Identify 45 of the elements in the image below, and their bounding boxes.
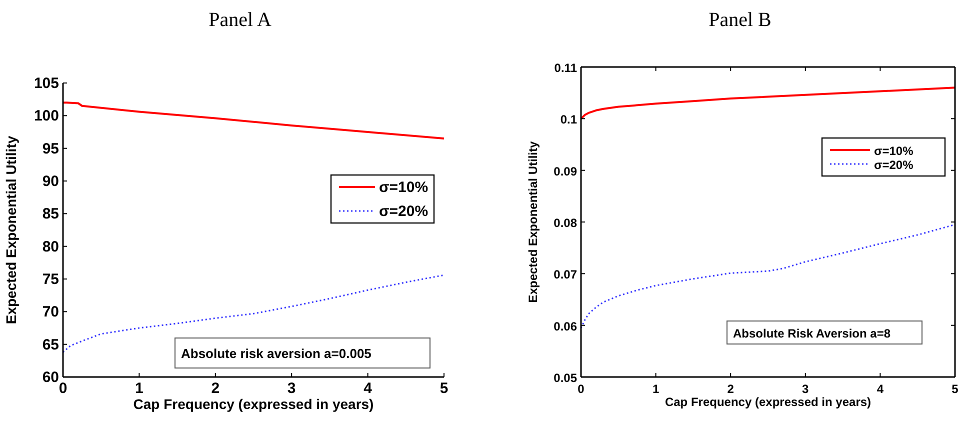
y-tick-label: 0.08 bbox=[554, 216, 578, 230]
y-tick-label: 75 bbox=[42, 271, 59, 288]
x-tick-label: 0 bbox=[58, 380, 68, 397]
y-tick-label: 65 bbox=[42, 336, 59, 354]
chart-title: Panel A bbox=[208, 9, 272, 31]
y-axis-title: Expected Exponential Utility bbox=[526, 140, 540, 303]
y-tick-label: 0.09 bbox=[554, 164, 578, 178]
x-tick-label: 1 bbox=[135, 380, 144, 397]
y-tick-label: 0.07 bbox=[554, 268, 578, 282]
y-tick-label: 105 bbox=[34, 75, 59, 92]
y-tick-label: 0.1 bbox=[560, 112, 578, 127]
line-series bbox=[580, 86, 956, 120]
chart-title: Panel B bbox=[708, 9, 772, 31]
legend-label: σ=10% bbox=[379, 179, 428, 196]
y-tick-label: 0.11 bbox=[554, 61, 578, 75]
y-tick-label: 85 bbox=[42, 206, 59, 223]
x-tick-label: 2 bbox=[211, 380, 220, 397]
x-tick-label: 1 bbox=[652, 382, 660, 396]
y-axis-title: Expected Exponential Utility bbox=[3, 136, 19, 324]
y-tick-label: 95 bbox=[42, 140, 59, 158]
x-tick-label: 3 bbox=[287, 380, 296, 397]
x-tick-label: 4 bbox=[876, 382, 884, 396]
x-axis-title: Cap Frequency (expressed in years) bbox=[664, 395, 872, 409]
x-tick-label: 0 bbox=[578, 382, 585, 396]
x-tick-label: 5 bbox=[952, 382, 959, 396]
y-tick-label: 60 bbox=[42, 369, 59, 386]
y-tick-label: 80 bbox=[42, 238, 59, 256]
x-tick-label: 5 bbox=[440, 380, 448, 397]
note-box: Absolute risk aversion a=0.005 bbox=[174, 338, 430, 368]
x-tick-label: 3 bbox=[802, 382, 810, 396]
line-series bbox=[62, 102, 445, 140]
y-tick-label: 100 bbox=[34, 108, 59, 125]
y-tick-label: 70 bbox=[42, 304, 59, 321]
annotation: Absolute Risk Aversion a=8 bbox=[733, 326, 891, 340]
note-box: Absolute Risk Aversion a=8 bbox=[726, 320, 922, 344]
x-tick-label: 4 bbox=[364, 380, 373, 397]
x-tick-label: 2 bbox=[727, 382, 734, 396]
x-axis-title: Cap Frequency (expressed in years) bbox=[133, 396, 374, 412]
annotation: Absolute risk aversion a=0.005 bbox=[181, 346, 372, 361]
y-tick-label: 0.05 bbox=[554, 371, 578, 385]
legend-label: σ=10% bbox=[874, 144, 914, 158]
y-tick-label: 90 bbox=[42, 173, 59, 190]
legend-label: σ=20% bbox=[379, 203, 428, 220]
legend-label: σ=20% bbox=[874, 158, 914, 172]
y-tick-label: 0.06 bbox=[554, 319, 578, 334]
